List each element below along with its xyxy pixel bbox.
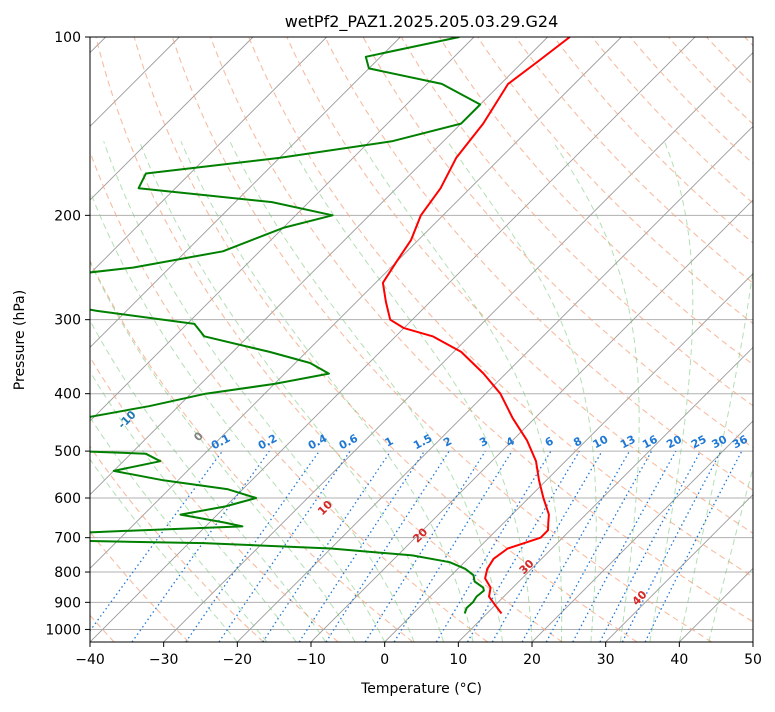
y-tick-label: 900 — [54, 595, 81, 611]
y-tick-label: 600 — [54, 491, 81, 507]
y-tick-label: 500 — [54, 444, 81, 460]
y-tick-label: 300 — [54, 313, 81, 329]
x-tick-label: 0 — [380, 652, 389, 668]
x-tick-label: −30 — [149, 652, 179, 668]
x-tick-label: 10 — [449, 652, 467, 668]
y-tick-label: 1000 — [45, 622, 81, 638]
y-tick-label: 800 — [54, 565, 81, 581]
x-tick-label: −20 — [223, 652, 253, 668]
x-tick-label: 30 — [597, 652, 615, 668]
y-tick-label: 100 — [54, 30, 81, 46]
x-tick-label: 50 — [744, 652, 762, 668]
x-tick-label: −40 — [75, 652, 105, 668]
y-tick-label: 400 — [54, 387, 81, 403]
y-tick-label: 200 — [54, 208, 81, 224]
x-tick-label: −10 — [296, 652, 326, 668]
x-tick-label: 20 — [523, 652, 541, 668]
x-axis-label: Temperature (°C) — [360, 681, 482, 697]
y-tick-label: 700 — [54, 531, 81, 547]
y-axis-label: Pressure (hPa) — [12, 290, 28, 390]
chart-title: wetPf2_PAZ1.2025.205.03.29.G24 — [285, 12, 559, 32]
x-tick-label: 40 — [670, 652, 688, 668]
